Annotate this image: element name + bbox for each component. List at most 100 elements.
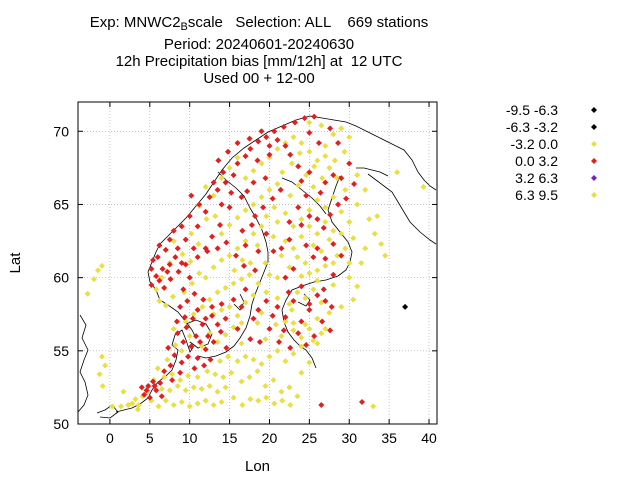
data-point	[310, 254, 317, 261]
data-point	[288, 306, 295, 313]
data-point	[319, 175, 326, 182]
data-point	[190, 245, 197, 252]
data-point	[194, 355, 201, 362]
data-point	[214, 321, 221, 328]
data-point	[174, 330, 181, 337]
data-point	[298, 221, 305, 228]
data-point	[162, 246, 169, 253]
data-point	[252, 267, 259, 274]
data-point	[166, 261, 173, 268]
data-point	[306, 359, 313, 366]
data-point	[266, 186, 273, 193]
data-point	[226, 303, 233, 310]
data-point	[134, 406, 141, 413]
x-tick-label: 15	[222, 430, 238, 446]
data-point	[350, 296, 357, 303]
data-point	[263, 394, 270, 401]
data-point	[210, 179, 217, 186]
data-point	[223, 239, 230, 246]
data-point	[214, 388, 221, 395]
data-point	[240, 262, 247, 269]
title-experiment: Exp: MNWC2	[89, 14, 181, 31]
data-point	[266, 142, 273, 149]
data-point	[311, 113, 318, 120]
data-point	[269, 312, 276, 319]
data-point	[178, 223, 185, 230]
data-point	[167, 276, 174, 283]
data-point	[330, 172, 337, 179]
data-point	[217, 358, 224, 365]
data-point	[274, 137, 281, 144]
data-point	[132, 396, 139, 403]
data-point	[370, 403, 377, 410]
data-point	[194, 223, 201, 230]
data-point	[234, 358, 241, 365]
data-point	[84, 290, 91, 297]
data-point	[149, 257, 156, 264]
data-point	[190, 384, 197, 391]
data-point	[306, 306, 313, 313]
data-point	[154, 254, 161, 261]
data-point	[210, 339, 217, 346]
data-point	[99, 382, 106, 389]
data-point	[239, 227, 246, 234]
data-point	[298, 334, 305, 341]
data-point	[271, 128, 278, 135]
data-point	[274, 145, 281, 152]
title-line-1: Exp: MNWC2Bscale Selection: ALL 669 stat…	[0, 14, 518, 36]
data-point	[286, 300, 293, 307]
data-point	[298, 318, 305, 325]
data-point	[222, 179, 229, 186]
data-point	[202, 346, 209, 353]
data-point	[179, 251, 186, 258]
data-point	[224, 148, 231, 155]
data-point	[301, 115, 308, 122]
data-point	[330, 260, 337, 266]
data-point	[274, 274, 281, 281]
data-point	[258, 160, 265, 167]
data-point	[258, 223, 265, 230]
data-point	[287, 344, 294, 351]
data-point	[146, 394, 153, 401]
legend-label: 0.0 3.2	[515, 153, 558, 169]
data-point	[151, 382, 158, 389]
data-point	[246, 374, 253, 381]
data-point	[371, 230, 378, 237]
data-point	[258, 194, 265, 201]
legend-label: -6.3 -3.2	[506, 119, 558, 135]
data-point	[280, 327, 287, 334]
data-point	[172, 254, 179, 261]
data-point	[242, 153, 249, 160]
data-point	[341, 148, 348, 155]
data-point	[169, 371, 176, 378]
data-point	[242, 238, 249, 245]
data-point	[306, 213, 313, 220]
legend-label: 6.3 9.5	[515, 187, 558, 203]
data-point	[294, 393, 301, 400]
data-point	[135, 401, 142, 408]
data-point	[322, 153, 329, 160]
data-point	[254, 368, 261, 375]
data-point	[262, 336, 269, 343]
data-point	[322, 298, 329, 305]
data-point	[291, 119, 298, 126]
data-point	[255, 280, 262, 287]
x-tick-label: 5	[146, 430, 154, 446]
data-point	[254, 157, 261, 164]
data-point	[217, 221, 224, 228]
x-axis-label: Lon	[245, 458, 270, 475]
data-point	[250, 292, 257, 299]
data-point	[252, 213, 259, 220]
data-point	[318, 248, 325, 255]
data-point	[230, 296, 237, 303]
data-point	[234, 154, 241, 161]
legend-label: 3.2 6.3	[515, 170, 558, 186]
data-point	[166, 387, 173, 394]
y-tick-label: 70	[53, 123, 69, 139]
data-point	[314, 277, 321, 284]
title-line-3: 12h Precipitation bias [mm/12h] at 12 UT…	[115, 53, 403, 70]
data-point	[141, 391, 148, 398]
data-point	[202, 274, 209, 281]
data-point	[226, 221, 233, 228]
data-point	[177, 369, 184, 376]
